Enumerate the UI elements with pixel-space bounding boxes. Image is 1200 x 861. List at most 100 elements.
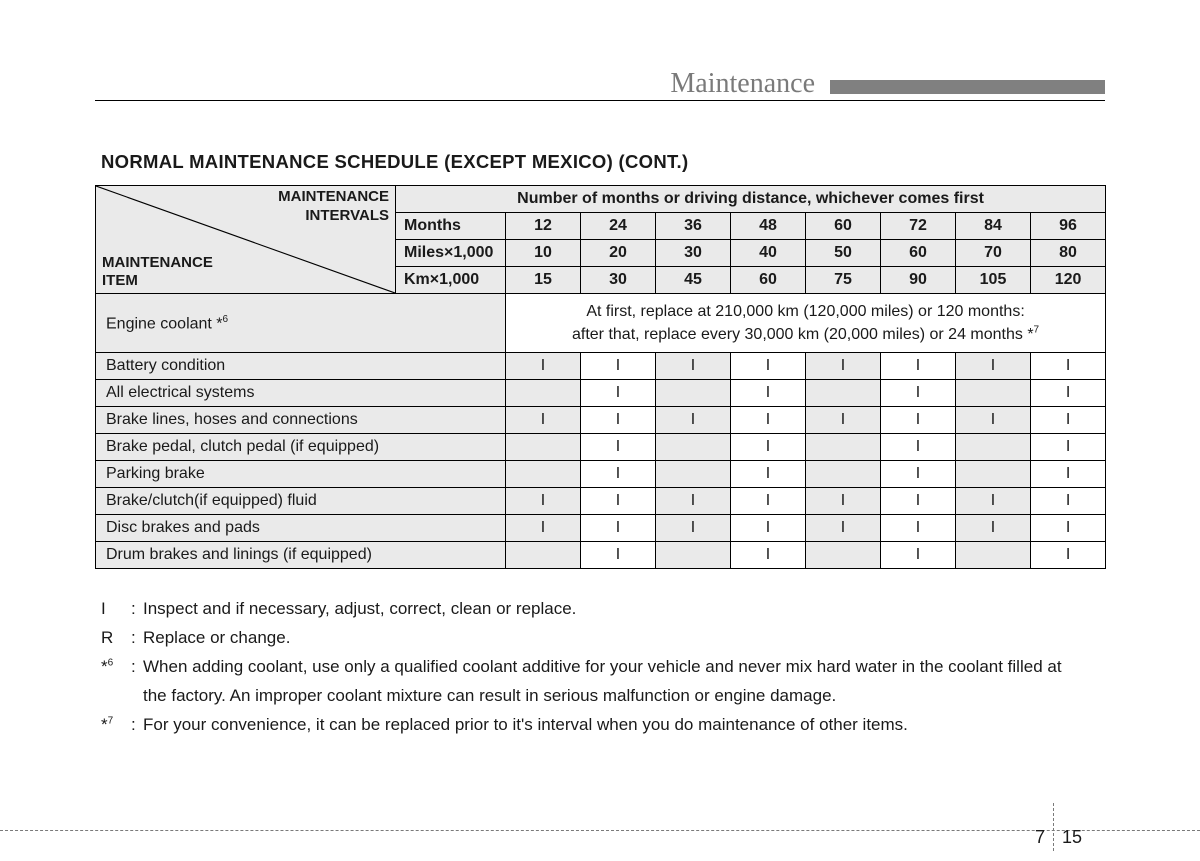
schedule-cell: I bbox=[881, 407, 956, 434]
schedule-cell bbox=[506, 380, 581, 407]
unit-value: 60 bbox=[881, 240, 956, 267]
schedule-cell: I bbox=[806, 488, 881, 515]
table-row: Battery conditionIIIIIIII bbox=[96, 353, 1106, 380]
maintenance-table: MAINTENANCE INTERVALS MAINTENANCE ITEM N… bbox=[95, 185, 1106, 569]
item-label: Brake/clutch(if equipped) fluid bbox=[96, 488, 506, 515]
schedule-cell bbox=[806, 380, 881, 407]
diag-top-label: MAINTENANCE INTERVALS bbox=[278, 188, 389, 226]
item-label: Disc brakes and pads bbox=[96, 515, 506, 542]
schedule-cell bbox=[506, 434, 581, 461]
item-label: Battery condition bbox=[96, 353, 506, 380]
unit-value: 10 bbox=[506, 240, 581, 267]
schedule-cell bbox=[506, 542, 581, 569]
schedule-cell: I bbox=[731, 488, 806, 515]
schedule-cell: I bbox=[506, 407, 581, 434]
unit-value: 60 bbox=[806, 213, 881, 240]
schedule-cell: I bbox=[731, 380, 806, 407]
schedule-cell bbox=[806, 434, 881, 461]
schedule-cell: I bbox=[881, 488, 956, 515]
schedule-cell: I bbox=[581, 461, 656, 488]
table-row: All electrical systemsIIII bbox=[96, 380, 1106, 407]
page-title: NORMAL MAINTENANCE SCHEDULE (EXCEPT MEXI… bbox=[101, 151, 1105, 173]
schedule-cell bbox=[806, 461, 881, 488]
unit-value: 96 bbox=[1031, 213, 1106, 240]
unit-value: 84 bbox=[956, 213, 1031, 240]
row-engine-coolant: Engine coolant *6 At first, replace at 2… bbox=[96, 294, 1106, 353]
schedule-cell: I bbox=[1031, 542, 1106, 569]
header-section-label: Maintenance bbox=[670, 68, 815, 100]
table-row: Brake lines, hoses and connectionsIIIIII… bbox=[96, 407, 1106, 434]
unit-value: 90 bbox=[881, 267, 956, 294]
schedule-cell: I bbox=[656, 488, 731, 515]
schedule-cell: I bbox=[881, 542, 956, 569]
schedule-cell: I bbox=[581, 407, 656, 434]
schedule-cell: I bbox=[881, 434, 956, 461]
legend: I : Inspect and if necessary, adjust, co… bbox=[95, 595, 1105, 739]
unit-value: 24 bbox=[581, 213, 656, 240]
page-number: 7 15 bbox=[1035, 803, 1082, 851]
item-label: Brake pedal, clutch pedal (if equipped) bbox=[96, 434, 506, 461]
schedule-cell: I bbox=[806, 515, 881, 542]
header-bar bbox=[830, 80, 1105, 94]
schedule-cell: I bbox=[1031, 488, 1106, 515]
unit-value: 105 bbox=[956, 267, 1031, 294]
unit-label: Months bbox=[396, 213, 506, 240]
schedule-cell: I bbox=[731, 515, 806, 542]
unit-value: 20 bbox=[581, 240, 656, 267]
legend-footnote: *6 : When adding coolant, use only a qua… bbox=[101, 653, 1099, 682]
schedule-cell: I bbox=[881, 380, 956, 407]
unit-value: 75 bbox=[806, 267, 881, 294]
unit-value: 45 bbox=[656, 267, 731, 294]
table-row: Brake/clutch(if equipped) fluidIIIIIIII bbox=[96, 488, 1106, 515]
schedule-cell bbox=[956, 461, 1031, 488]
coolant-note: At first, replace at 210,000 km (120,000… bbox=[506, 294, 1106, 353]
item-label: Engine coolant *6 bbox=[96, 294, 506, 353]
schedule-cell bbox=[656, 542, 731, 569]
schedule-cell bbox=[656, 380, 731, 407]
schedule-cell bbox=[806, 542, 881, 569]
schedule-cell bbox=[506, 461, 581, 488]
schedule-cell: I bbox=[581, 488, 656, 515]
item-label: All electrical systems bbox=[96, 380, 506, 407]
schedule-cell: I bbox=[956, 488, 1031, 515]
unit-value: 50 bbox=[806, 240, 881, 267]
unit-value: 48 bbox=[731, 213, 806, 240]
schedule-cell: I bbox=[581, 434, 656, 461]
legend-footnote: *7 : For your convenience, it can be rep… bbox=[101, 711, 1099, 740]
schedule-cell: I bbox=[656, 407, 731, 434]
schedule-cell: I bbox=[581, 380, 656, 407]
schedule-cell bbox=[956, 434, 1031, 461]
schedule-cell: I bbox=[1031, 407, 1106, 434]
schedule-cell: I bbox=[956, 353, 1031, 380]
header-span: Number of months or driving distance, wh… bbox=[396, 186, 1106, 213]
table-row: Drum brakes and linings (if equipped) I I I… bbox=[96, 542, 1106, 569]
schedule-cell: I bbox=[1031, 461, 1106, 488]
item-label: Drum brakes and linings (if equipped) bbox=[96, 542, 506, 569]
schedule-cell: I bbox=[806, 353, 881, 380]
schedule-cell: I bbox=[581, 542, 656, 569]
unit-value: 72 bbox=[881, 213, 956, 240]
schedule-cell bbox=[956, 542, 1031, 569]
table-row: Disc brakes and padsIIIIIIII bbox=[96, 515, 1106, 542]
schedule-cell: I bbox=[506, 488, 581, 515]
diag-bottom-label: MAINTENANCE ITEM bbox=[102, 254, 213, 292]
schedule-cell bbox=[956, 380, 1031, 407]
schedule-cell: I bbox=[656, 353, 731, 380]
schedule-cell: I bbox=[731, 353, 806, 380]
schedule-cell bbox=[656, 461, 731, 488]
schedule-cell: I bbox=[1031, 353, 1106, 380]
legend-line: R : Replace or change. bbox=[101, 624, 1099, 653]
unit-value: 15 bbox=[506, 267, 581, 294]
schedule-cell: I bbox=[581, 353, 656, 380]
unit-value: 70 bbox=[956, 240, 1031, 267]
diagonal-header-cell: MAINTENANCE INTERVALS MAINTENANCE ITEM bbox=[96, 186, 396, 294]
schedule-cell: I bbox=[731, 407, 806, 434]
schedule-cell bbox=[656, 434, 731, 461]
page-header: Maintenance bbox=[95, 60, 1105, 100]
unit-label: Km×1,000 bbox=[396, 267, 506, 294]
schedule-cell: I bbox=[731, 434, 806, 461]
unit-value: 12 bbox=[506, 213, 581, 240]
schedule-cell: I bbox=[506, 353, 581, 380]
unit-value: 80 bbox=[1031, 240, 1106, 267]
unit-value: 40 bbox=[731, 240, 806, 267]
